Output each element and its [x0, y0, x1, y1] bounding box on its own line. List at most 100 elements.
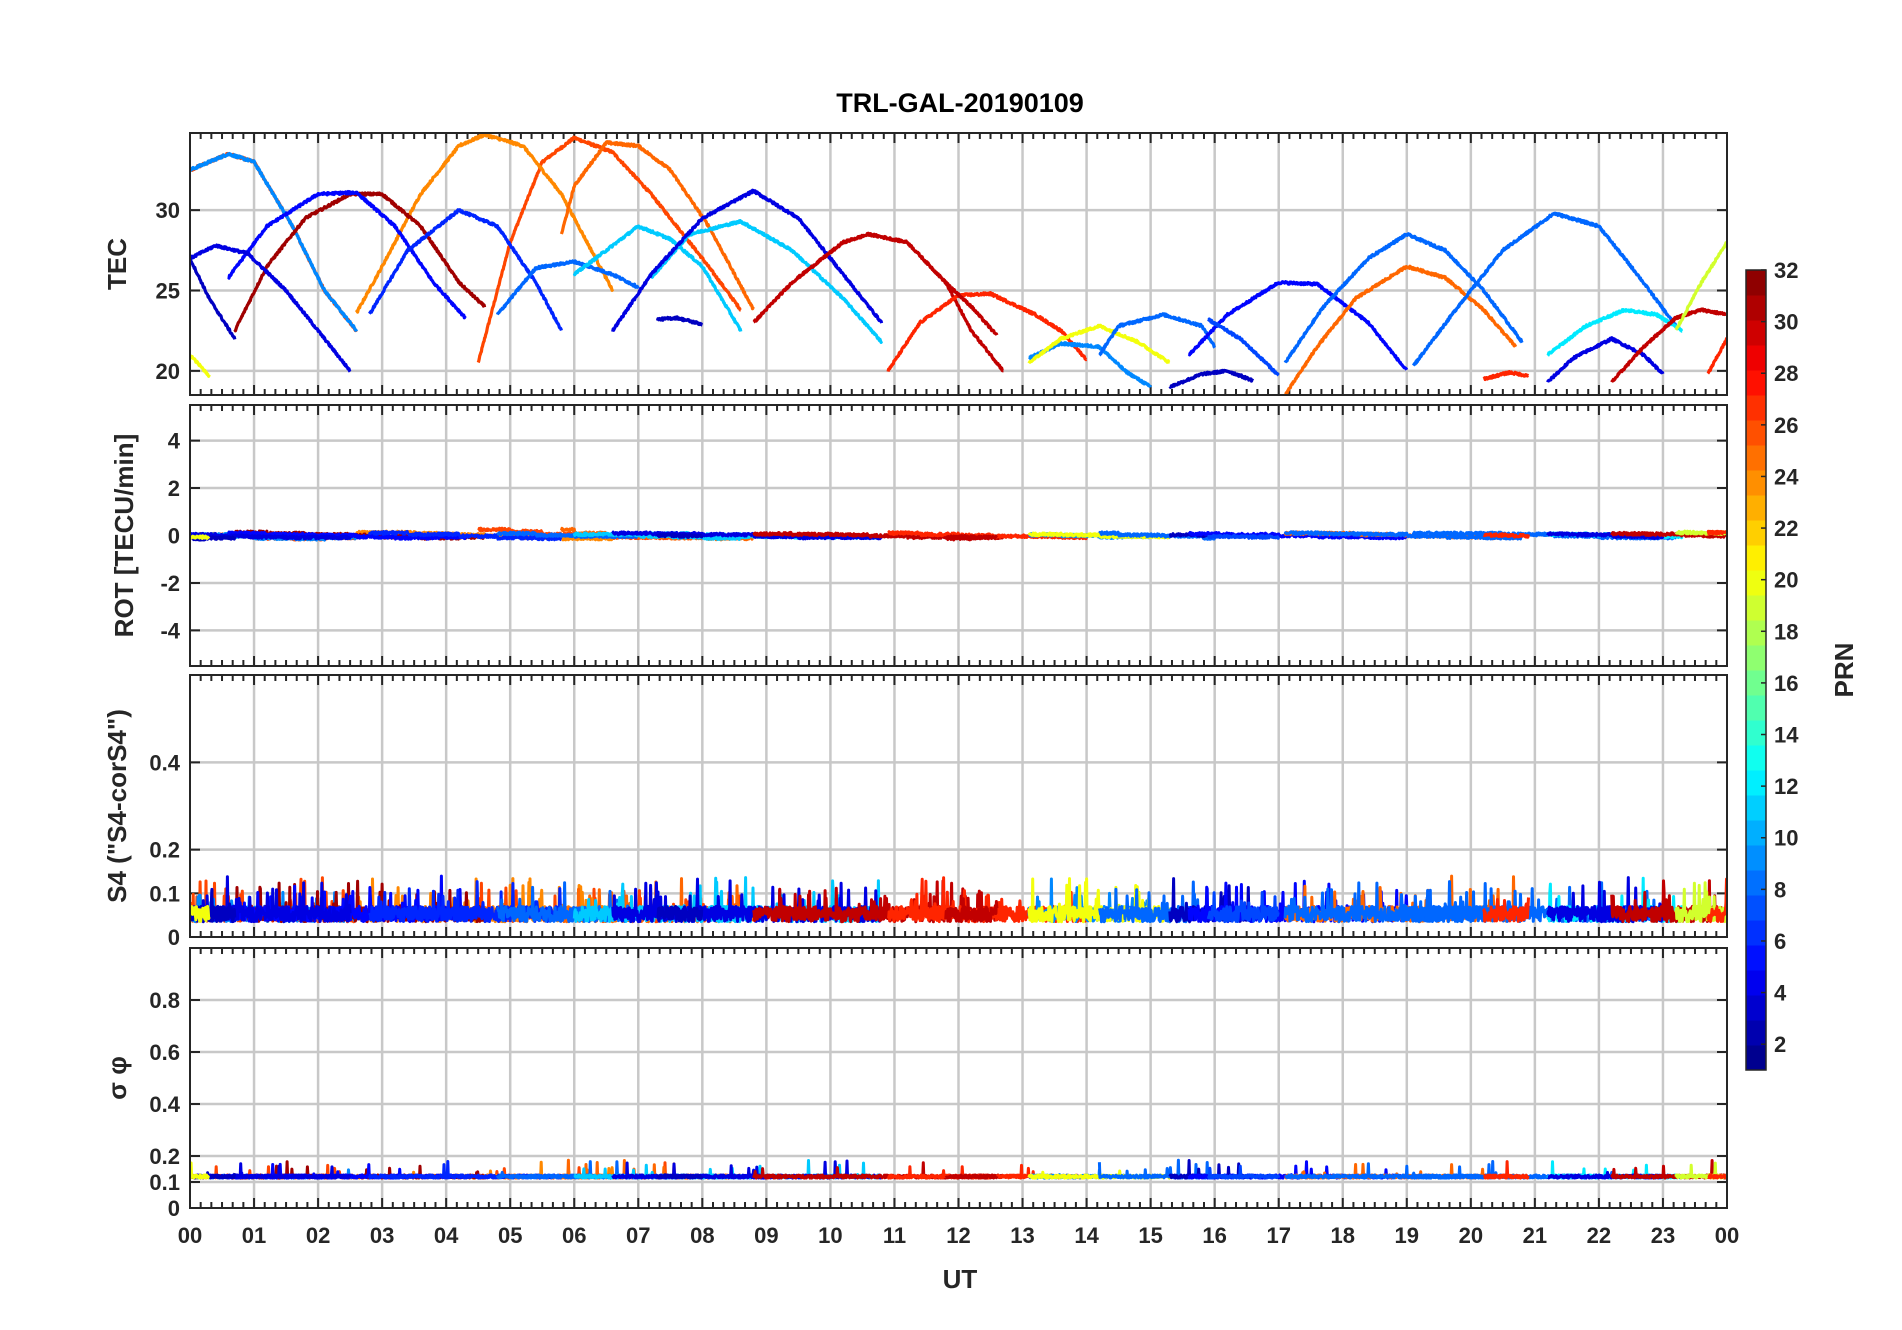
colorbar-swatch [1746, 470, 1766, 496]
series-line-prn-20 [1027, 323, 1171, 365]
colorbar-swatch [1746, 895, 1766, 921]
x-tick-label: 16 [1202, 1223, 1226, 1248]
colorbar-tick-label: 32 [1774, 258, 1798, 283]
series-line-prn-4 [1546, 531, 1665, 540]
colorbar-tick-label: 16 [1774, 671, 1798, 696]
panel-3: 0 0.1 0.2 0.4 S4 ("S4-corS4") [102, 674, 1728, 950]
y-tick-label: 2 [168, 476, 180, 501]
series-line-prn-27 [887, 530, 1088, 541]
panel-frame [189, 404, 1728, 667]
y-tick-label: 0.6 [149, 1040, 180, 1065]
x-axis-label: UT [943, 1264, 978, 1294]
colorbar-tick-label: 8 [1774, 877, 1786, 902]
series-line-prn-6 [367, 530, 563, 542]
series-line-prn-27 [1482, 897, 1530, 923]
y-axis-label: ROT [TECU/min] [109, 434, 139, 638]
colorbar-swatch [1746, 745, 1766, 771]
x-tick-label: 07 [626, 1223, 650, 1248]
series-line-prn-8 [1283, 530, 1523, 541]
colorbar-tick-label: 2 [1774, 1032, 1786, 1057]
series-line-prn-27 [1706, 1173, 1727, 1180]
x-tick-label: 06 [562, 1223, 586, 1248]
x-tick-label: 08 [690, 1223, 714, 1248]
x-tick-label: 21 [1523, 1223, 1547, 1248]
x-tick-label: 14 [1074, 1223, 1099, 1248]
y-tick-label: -4 [160, 618, 180, 643]
panel-2: -4 -2 0 2 4 ROT [TECU/min] [109, 404, 1728, 667]
panel-1: 20 25 30 TEC [102, 132, 1728, 396]
y-axis-label: TEC [102, 238, 132, 290]
colorbar-tick-label: 14 [1774, 723, 1799, 748]
colorbar-tick-label: 4 [1774, 981, 1787, 1006]
series-line-prn-20 [190, 354, 211, 378]
colorbar-swatch [1746, 320, 1766, 346]
series-line-prn-20 [190, 904, 211, 923]
y-tick-label: 0.2 [149, 838, 180, 863]
x-tick-label: 13 [1010, 1223, 1034, 1248]
colorbar-swatch [1746, 670, 1766, 696]
y-tick-label: 0.8 [149, 988, 180, 1013]
series-line-prn-30 [1610, 307, 1727, 383]
x-tick-label: 00 [1715, 1223, 1739, 1248]
y-tick-label: 0 [168, 1196, 180, 1221]
series-line-prn-8 [495, 259, 640, 316]
series-line-prn-30 [944, 280, 999, 336]
colorbar-swatch [1746, 870, 1766, 896]
panel-frame [189, 674, 1728, 938]
colorbar-tick-label: 12 [1774, 774, 1798, 799]
series-line-prn-27 [1706, 529, 1727, 536]
colorbar-swatch [1746, 820, 1766, 846]
colorbar-swatch [1746, 345, 1766, 371]
series-line-prn-3 [190, 535, 237, 542]
series-line-prn-25 [1284, 264, 1518, 395]
x-tick-label: 05 [498, 1223, 522, 1248]
series-line-prn-4 [611, 530, 883, 541]
series-line-prn-5 [1187, 280, 1409, 371]
series-line-prn-27 [1482, 532, 1530, 539]
y-tick-label: 0.2 [149, 1144, 180, 1169]
panel-4-data [190, 1158, 1727, 1180]
y-tick-label: -2 [160, 571, 180, 596]
colorbar-swatch [1746, 720, 1766, 746]
x-tick-label: 23 [1651, 1223, 1675, 1248]
y-tick-label: 20 [156, 359, 180, 384]
y-tick-label: 4 [168, 429, 181, 454]
series-line-prn-27 [1482, 370, 1530, 382]
series-line-prn-8 [1411, 211, 1678, 367]
series-line-prn-8 [1283, 232, 1524, 364]
x-tick-label: 04 [434, 1223, 459, 1248]
series-line-prn-20 [190, 1161, 211, 1180]
series-line-prn-30 [752, 231, 1005, 373]
series-line-prn-7 [1207, 317, 1280, 377]
colorbar-swatch [1746, 945, 1766, 971]
colorbar-tick-label: 10 [1774, 826, 1798, 851]
series-line-prn-11 [572, 224, 743, 332]
x-tick-label: 18 [1331, 1223, 1355, 1248]
series-line-prn-27 [1482, 1160, 1530, 1180]
colorbar-swatch [1746, 445, 1766, 471]
series-line-prn-25 [559, 140, 755, 311]
series-line-prn-3 [1168, 368, 1255, 389]
colorbar-frame [1745, 269, 1767, 1071]
colorbar-swatch [1746, 495, 1766, 521]
x-tick-label: 17 [1266, 1223, 1290, 1248]
colorbar-swatch [1746, 370, 1766, 396]
panel-3-data [190, 874, 1727, 924]
series-line-prn-4 [190, 243, 352, 373]
colorbar-swatch [1746, 845, 1766, 871]
series-line-prn-4 [611, 188, 884, 332]
colorbar-swatch [1746, 995, 1766, 1021]
y-tick-label: 0.1 [149, 1170, 180, 1195]
series-line-prn-27 [1706, 877, 1727, 923]
colorbar-swatch [1746, 770, 1766, 796]
colorbar-swatch [1746, 395, 1766, 421]
panel-frame [189, 132, 1728, 396]
colorbar-swatch [1746, 620, 1766, 646]
series-line-prn-30 [944, 1173, 999, 1180]
colorbar-swatch [1746, 695, 1766, 721]
series-line-prn-30 [1610, 530, 1727, 539]
colorbar-tick-label: 20 [1774, 568, 1798, 593]
series-line-prn-3 [190, 256, 237, 340]
